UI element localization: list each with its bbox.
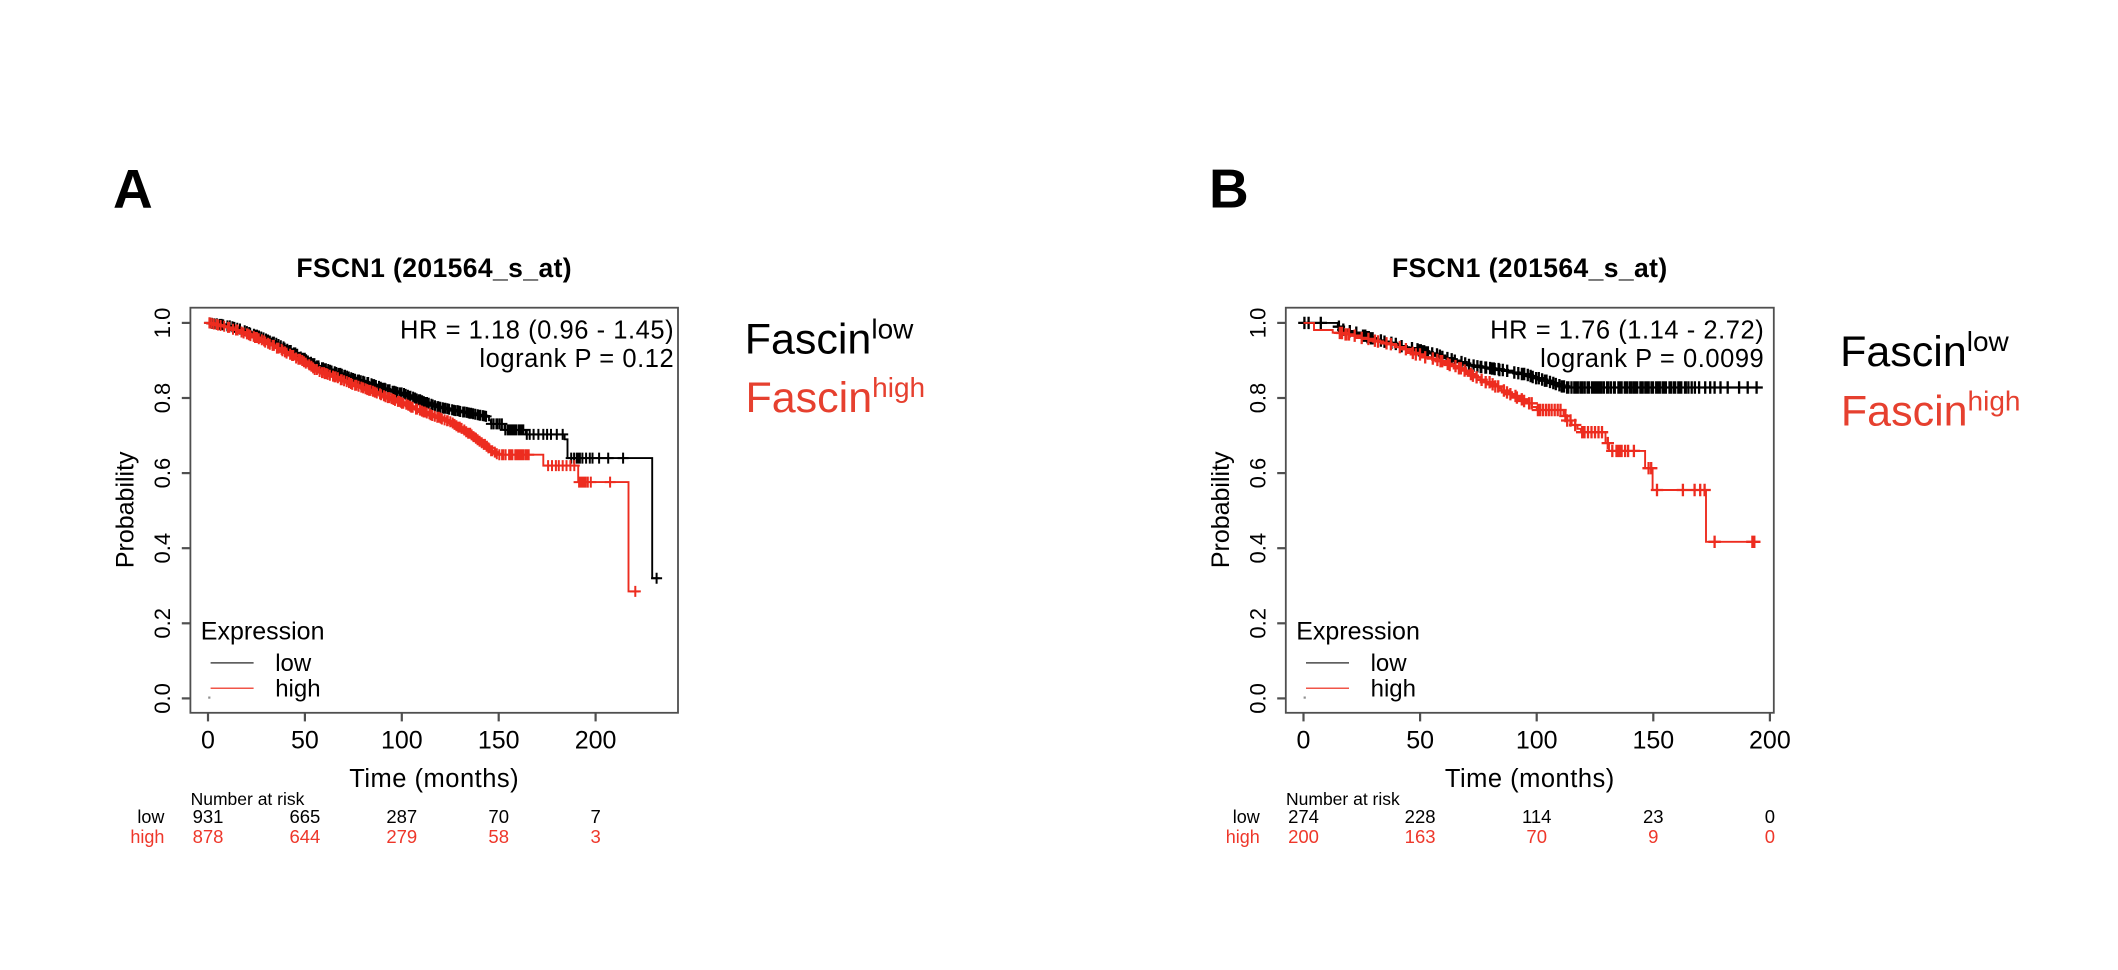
svg-text:163: 163 bbox=[1405, 826, 1436, 847]
svg-text:high: high bbox=[130, 827, 164, 847]
svg-text:274: 274 bbox=[1288, 806, 1319, 827]
svg-text:0.2: 0.2 bbox=[1246, 608, 1271, 639]
svg-text:58: 58 bbox=[488, 826, 509, 847]
svg-text:FSCN1 (201564_s_at): FSCN1 (201564_s_at) bbox=[296, 253, 572, 283]
svg-text:HR = 1.76 (1.14 - 2.72): HR = 1.76 (1.14 - 2.72) bbox=[1490, 316, 1764, 344]
svg-text:Number at risk: Number at risk bbox=[1286, 789, 1400, 809]
svg-text:0.6: 0.6 bbox=[150, 458, 175, 489]
svg-text:B: B bbox=[1209, 158, 1249, 220]
svg-text:200: 200 bbox=[575, 726, 617, 754]
svg-text:50: 50 bbox=[1406, 726, 1434, 754]
svg-text:high: high bbox=[1226, 827, 1260, 847]
svg-text:931: 931 bbox=[193, 806, 224, 827]
svg-text:0.4: 0.4 bbox=[150, 533, 175, 564]
svg-text:70: 70 bbox=[488, 806, 509, 827]
svg-text:150: 150 bbox=[478, 726, 520, 754]
svg-text:0.6: 0.6 bbox=[1246, 458, 1271, 489]
svg-text:0: 0 bbox=[1297, 726, 1311, 754]
svg-text:878: 878 bbox=[193, 826, 224, 847]
svg-text:Expression: Expression bbox=[1296, 617, 1420, 645]
svg-text:Time (months): Time (months) bbox=[1445, 765, 1615, 793]
svg-text:150: 150 bbox=[1632, 726, 1674, 754]
svg-text:Fascinhigh: Fascinhigh bbox=[1841, 385, 2021, 435]
svg-text:287: 287 bbox=[386, 806, 417, 827]
svg-text:0.8: 0.8 bbox=[1246, 383, 1271, 414]
svg-text:0: 0 bbox=[1765, 806, 1775, 827]
svg-text:0: 0 bbox=[201, 726, 215, 754]
svg-text:A: A bbox=[113, 158, 153, 220]
svg-text:100: 100 bbox=[1516, 726, 1558, 754]
svg-text:50: 50 bbox=[291, 726, 319, 754]
svg-text:HR = 1.18 (0.96 - 1.45): HR = 1.18 (0.96 - 1.45) bbox=[400, 316, 674, 344]
svg-text:1.0: 1.0 bbox=[150, 308, 175, 339]
svg-text:0: 0 bbox=[1765, 826, 1775, 847]
svg-text:3: 3 bbox=[590, 826, 600, 847]
svg-text:114: 114 bbox=[1522, 806, 1552, 827]
svg-text:7: 7 bbox=[590, 806, 600, 827]
svg-text:logrank P = 0.0099: logrank P = 0.0099 bbox=[1540, 345, 1764, 373]
svg-text:200: 200 bbox=[1288, 826, 1319, 847]
svg-text:FSCN1 (201564_s_at): FSCN1 (201564_s_at) bbox=[1392, 253, 1668, 283]
svg-text:100: 100 bbox=[381, 726, 423, 754]
svg-text:70: 70 bbox=[1526, 826, 1547, 847]
svg-text:23: 23 bbox=[1643, 806, 1664, 827]
svg-text:Number at risk: Number at risk bbox=[191, 789, 305, 809]
svg-text:low: low bbox=[1233, 807, 1261, 827]
svg-text:200: 200 bbox=[1749, 726, 1791, 754]
svg-text:Probability: Probability bbox=[1207, 451, 1235, 568]
svg-text:low: low bbox=[137, 807, 165, 827]
svg-text:Time (months): Time (months) bbox=[349, 765, 519, 793]
svg-text:logrank P = 0.12: logrank P = 0.12 bbox=[479, 345, 674, 373]
svg-text:high: high bbox=[275, 676, 320, 703]
svg-text:low: low bbox=[1371, 650, 1408, 677]
svg-text:279: 279 bbox=[386, 826, 417, 847]
svg-text:0.0: 0.0 bbox=[1246, 683, 1271, 714]
svg-text:0.0: 0.0 bbox=[150, 683, 175, 714]
svg-text:0.4: 0.4 bbox=[1246, 533, 1271, 564]
svg-text:Expression: Expression bbox=[201, 617, 325, 645]
svg-text:665: 665 bbox=[289, 806, 320, 827]
svg-text:0.2: 0.2 bbox=[150, 608, 175, 639]
svg-text:Probability: Probability bbox=[111, 451, 139, 568]
svg-text:high: high bbox=[1371, 676, 1416, 703]
svg-text:0.8: 0.8 bbox=[150, 383, 175, 414]
svg-text:1.0: 1.0 bbox=[1246, 308, 1271, 339]
svg-text:9: 9 bbox=[1648, 826, 1658, 847]
svg-text:644: 644 bbox=[289, 826, 320, 847]
svg-text:low: low bbox=[275, 650, 312, 677]
svg-text:228: 228 bbox=[1405, 806, 1436, 827]
